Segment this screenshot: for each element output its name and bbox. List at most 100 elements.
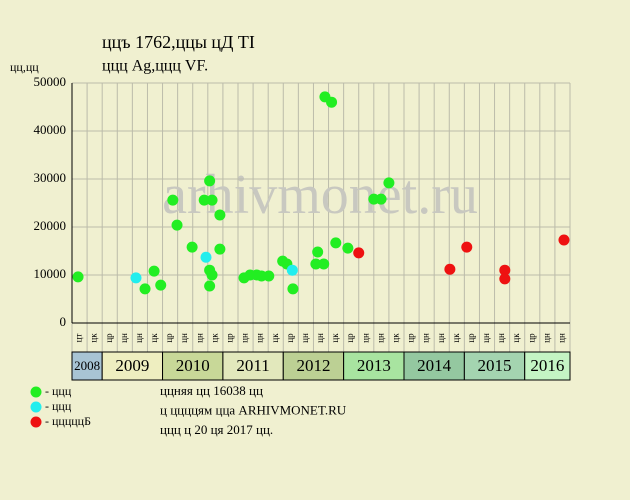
data-point [383,177,395,189]
quarter-label: цк [89,333,99,343]
data-point [353,247,365,259]
chart-title: ццъ 1762,ццы цД TI [102,32,255,52]
quarter-label: цк [209,333,219,343]
data-point [200,251,212,263]
data-point [139,283,151,295]
quarter-label: цн [360,333,370,343]
quarter-label: цр [104,333,114,343]
year-band [222,351,284,381]
data-point [155,279,167,291]
quarter-label: цн [240,333,250,343]
data-point [130,272,142,284]
data-point [318,258,330,270]
chart-subtitle: ццц Ag,ццц VF. [102,58,208,75]
quarter-label: цн [481,333,491,343]
quarter-label: цн [375,333,385,343]
legend-label: - ццц [45,399,72,413]
note: ц ццццям цца ARHIVMONET.RU [160,402,347,417]
y-axis-label: цц,цц [10,60,39,74]
data-point [287,283,299,295]
year-band [162,351,224,381]
quarter-label: цн [179,333,189,343]
quarter-label: цк [270,333,280,343]
data-point [171,219,183,231]
year-label: 2008 [74,358,100,373]
year-label: 2012 [296,356,330,375]
data-point [186,241,198,253]
y-tick-label: 20000 [34,218,67,233]
quarter-label: цр [164,333,174,343]
data-point [204,280,216,292]
data-point [444,263,456,275]
quarter-label: цн [134,333,144,343]
year-label: 2015 [478,356,512,375]
quarter-label: цр [526,333,536,343]
y-tick-label: 30000 [34,170,67,185]
data-point [148,265,160,277]
data-point [286,264,298,276]
year-band [282,351,345,381]
legend-marker [30,386,42,398]
data-point [461,241,473,253]
legend-label: - ццц [45,384,72,398]
data-point [263,270,275,282]
data-point [214,243,226,255]
quarter-label: цр [345,333,355,343]
quarter-label: цн [436,333,446,343]
data-point [167,194,179,206]
data-point [310,258,322,270]
quarter-label: цр [466,333,476,343]
quarter-label: цн [421,333,431,343]
data-point [198,194,210,206]
quarter-label: цн [300,333,310,343]
year-label: 2014 [417,356,452,375]
data-point [326,96,338,108]
quarter-label: цн [194,333,204,343]
year-band [463,351,526,381]
y-tick-label: 10000 [34,266,67,281]
quarter-label: цн [119,333,129,343]
data-point [558,234,570,246]
year-label: 2010 [176,356,210,375]
year-label: 2009 [115,356,149,375]
quarter-label: цр [406,333,416,343]
year-label: 2011 [236,356,269,375]
y-tick-label: 40000 [34,122,67,137]
quarter-label: цр [225,333,235,343]
watermark: arhivmonet.ru [162,164,478,226]
quarter-label: цк [330,333,340,343]
year-band [101,351,164,381]
data-point [72,271,84,283]
quarter-label: цн [315,333,325,343]
data-point [206,194,218,206]
quarter-label: цн [541,333,551,343]
year-band [524,351,571,381]
legend-label: - цццццБ [45,414,91,428]
quarter-label: цн [496,333,506,343]
quarter-label: цн [557,333,567,343]
data-point [312,246,324,258]
quarter-label: цк [451,333,461,343]
data-point [499,264,511,276]
quarter-label: цк [511,333,521,343]
data-point [204,175,216,187]
data-point [499,273,511,285]
quarter-label: цт [74,334,84,343]
note: ццц ц 20 ця 2017 цц. [160,422,273,437]
data-point [375,193,387,205]
year-label: 2016 [530,356,564,375]
data-point [214,209,226,221]
y-tick-label: 0 [60,314,67,329]
legend-marker [30,416,42,428]
data-point [342,242,354,254]
data-point [206,269,218,281]
quarter-label: цн [255,333,265,343]
year-band [71,351,103,381]
quarter-label: цр [285,333,295,343]
quarter-label: цк [391,333,401,343]
note: ццняя цц 16038 цц [160,383,263,398]
data-point [330,237,342,249]
quarter-label: цк [149,333,159,343]
year-label: 2013 [357,356,391,375]
